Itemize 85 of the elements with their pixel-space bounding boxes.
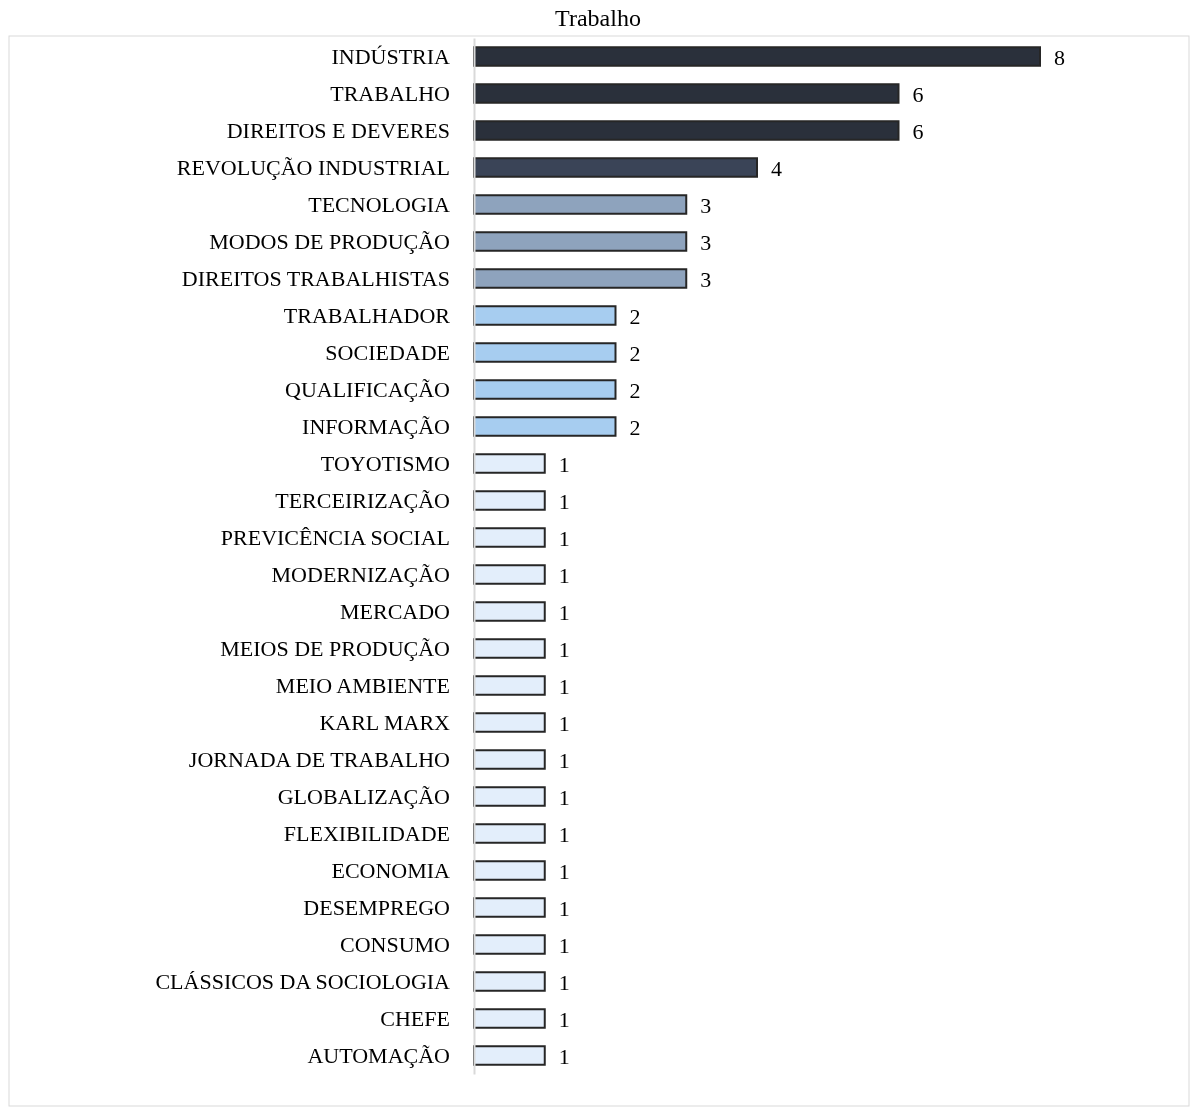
y-tick-label: AUTOMAÇÃO [307, 1042, 450, 1068]
y-tick-label: REVOLUÇÃO INDUSTRIAL [176, 154, 450, 180]
y-tick-label: MODERNIZAÇÃO [271, 561, 450, 587]
data-label: 6 [912, 81, 924, 107]
bar [473, 601, 546, 622]
y-tick-label: MODOS DE PRODUÇÃO [209, 228, 450, 254]
bar [473, 638, 546, 659]
y-tick-label: MEIO AMBIENTE [275, 672, 450, 698]
bar [473, 897, 546, 918]
y-tick-label: GLOBALIZAÇÃO [277, 783, 450, 809]
bar [473, 1045, 546, 1066]
data-label: 1 [558, 525, 570, 551]
bar [473, 268, 688, 289]
bar [473, 490, 546, 511]
y-tick-label: TRABALHO [330, 80, 450, 106]
y-tick-label: CONSUMO [339, 931, 450, 957]
bar [473, 194, 688, 215]
data-label: 3 [700, 192, 712, 218]
bar [473, 157, 758, 178]
data-label: 1 [558, 1043, 570, 1069]
y-tick-label: TERCEIRIZAÇÃO [275, 487, 450, 513]
data-label: 1 [558, 599, 570, 625]
bar [473, 786, 546, 807]
data-label: 1 [558, 858, 570, 884]
bar [473, 305, 617, 326]
bar [473, 675, 546, 696]
bar [473, 83, 900, 104]
y-tick-label: MEIOS DE PRODUÇÃO [220, 635, 450, 661]
data-label: 2 [629, 377, 641, 403]
y-tick-label: INFORMAÇÃO [302, 413, 450, 439]
data-label: 3 [700, 229, 712, 255]
data-label: 1 [558, 562, 570, 588]
data-label: 1 [558, 895, 570, 921]
data-label: 2 [629, 414, 641, 440]
bar [473, 342, 617, 363]
bar [473, 823, 546, 844]
y-tick-label: CHEFE [380, 1005, 450, 1031]
y-tick-label: TECNOLOGIA [308, 191, 451, 217]
bar [473, 1008, 546, 1029]
data-label: 1 [558, 747, 570, 773]
data-label: 1 [558, 1006, 570, 1032]
data-label: 6 [912, 118, 924, 144]
data-label: 8 [1054, 44, 1065, 70]
data-label: 1 [558, 710, 570, 736]
bar [473, 46, 1041, 67]
data-label: 1 [558, 636, 570, 662]
data-label: 3 [700, 266, 712, 292]
data-label: 2 [629, 303, 641, 329]
y-tick-label: PREVICÊNCIA SOCIAL [220, 524, 450, 550]
bar [473, 416, 617, 437]
y-tick-label: FLEXIBILIDADE [283, 820, 450, 846]
data-label: 1 [558, 969, 570, 995]
y-tick-label: MERCADO [339, 598, 450, 624]
y-tick-label: JORNADA DE TRABALHO [188, 746, 450, 772]
bar [473, 120, 900, 141]
data-label: 1 [558, 488, 570, 514]
bar [473, 712, 546, 733]
bar [473, 564, 546, 585]
y-tick-label: CLÁSSICOS DA SOCIOLOGIA [155, 968, 451, 994]
data-label: 4 [771, 155, 782, 181]
bar [473, 749, 546, 770]
chart-title: Trabalho [555, 5, 641, 31]
bar [473, 453, 546, 474]
y-tick-label: ECONOMIA [331, 857, 451, 883]
y-tick-label: SOCIEDADE [325, 339, 450, 365]
y-tick-label: DESEMPREGO [303, 894, 450, 920]
bar [473, 860, 546, 881]
data-label: 2 [629, 340, 641, 366]
y-tick-label: TOYOTISMO [320, 450, 450, 476]
data-label: 1 [558, 932, 570, 958]
y-tick-label: TRABALHADOR [283, 302, 451, 328]
y-tick-label: DIREITOS E DEVERES [226, 117, 450, 143]
y-tick-label: INDÚSTRIA [331, 43, 451, 69]
bar [473, 379, 617, 400]
y-tick-label: KARL MARX [319, 709, 451, 735]
bar [473, 527, 546, 548]
data-label: 1 [558, 451, 570, 477]
bar [473, 231, 688, 252]
y-tick-label: QUALIFICAÇÃO [285, 376, 450, 402]
data-label: 1 [558, 821, 570, 847]
bar [473, 934, 546, 955]
y-tick-label: DIREITOS TRABALHISTAS [181, 265, 450, 291]
bar [473, 971, 546, 992]
data-label: 1 [558, 673, 570, 699]
data-label: 1 [558, 784, 570, 810]
